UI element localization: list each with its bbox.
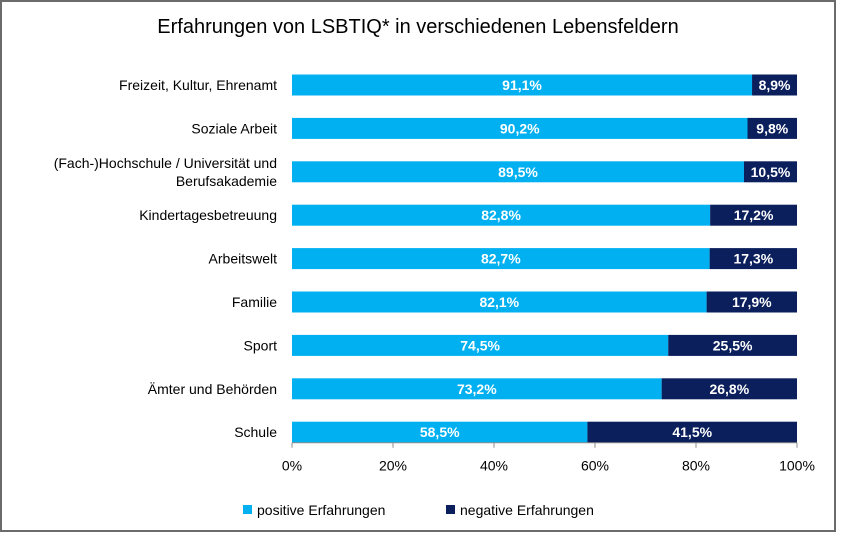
category-label: Familie — [232, 294, 277, 310]
bar-negative — [661, 378, 797, 400]
legend-label-positive: positive Erfahrungen — [257, 502, 385, 518]
bar-positive — [292, 74, 753, 96]
category-labels: Freizeit, Kultur, Ehrenamt Soziale Arbeit… — [54, 77, 278, 440]
bar-positive — [292, 421, 588, 443]
bar-positive — [292, 334, 669, 356]
bar-negative — [668, 334, 797, 356]
data-label-positive: 82,7% — [481, 251, 521, 267]
bar-negative — [706, 291, 797, 313]
chart-title: Erfahrungen von LSBTIQ* in verschiedenen… — [157, 16, 678, 38]
x-tick-label: 0% — [282, 458, 302, 474]
data-label-positive: 58,5% — [420, 424, 460, 440]
category-label: Freizeit, Kultur, Ehrenamt — [119, 77, 277, 93]
category-label: Berufsakademie — [176, 173, 277, 189]
data-label-negative: 17,3% — [733, 251, 773, 267]
data-label-negative: 8,9% — [759, 77, 791, 93]
bar-negative — [743, 161, 797, 183]
category-label: Kindertagesbetreuung — [139, 207, 277, 223]
x-tick-label: 100% — [779, 458, 815, 474]
data-label-positive: 89,5% — [498, 164, 538, 180]
data-label-positive: 73,2% — [457, 381, 497, 397]
bar-negative — [587, 421, 797, 443]
x-tick-label: 20% — [379, 458, 407, 474]
category-label: Soziale Arbeit — [191, 120, 277, 136]
data-label-negative: 17,9% — [732, 294, 772, 310]
category-label: Ämter und Behörden — [148, 381, 277, 397]
data-label-negative: 10,5% — [751, 164, 791, 180]
bar-negative — [710, 204, 797, 226]
bar-positive — [292, 117, 748, 139]
data-label-negative: 17,2% — [734, 207, 774, 223]
bar-negative — [709, 248, 797, 270]
data-label-positive: 82,8% — [481, 207, 521, 223]
data-label-positive: 90,2% — [500, 120, 540, 136]
legend-label-negative: negative Erfahrungen — [460, 502, 594, 518]
bar-labels: 91,1% 8,9% 90,2% 9,8% 89,5% 10,5% 82,8% 17,2% 82… — [420, 77, 791, 440]
bar-negative — [747, 117, 797, 139]
category-label: Arbeitswelt — [209, 251, 278, 267]
data-label-negative: 9,8% — [756, 120, 788, 136]
legend-swatch-negative — [446, 505, 455, 514]
data-label-negative: 41,5% — [672, 424, 712, 440]
data-label-negative: 25,5% — [713, 337, 753, 353]
category-label: Schule — [234, 424, 277, 440]
x-tick-label: 40% — [480, 458, 508, 474]
bar-negative — [752, 74, 797, 96]
data-label-positive: 82,1% — [479, 294, 519, 310]
bar-positive — [292, 378, 662, 400]
x-tick-label: 80% — [682, 458, 710, 474]
bar-positive — [292, 291, 707, 313]
legend: positive Erfahrungen negative Erfahrungen — [243, 502, 594, 518]
bar-positive — [292, 204, 711, 226]
data-label-positive: 91,1% — [502, 77, 542, 93]
x-tick-label: 60% — [581, 458, 609, 474]
bar-positive — [292, 161, 744, 183]
category-label: Sport — [244, 337, 278, 353]
bars — [292, 74, 797, 443]
bar-positive — [292, 248, 710, 270]
x-axis: 0% 20% 40% 60% 80% 100% — [282, 442, 815, 474]
data-label-negative: 26,8% — [709, 381, 749, 397]
data-label-positive: 74,5% — [460, 337, 500, 353]
legend-swatch-positive — [243, 505, 252, 514]
category-label: (Fach-)Hochschule / Universität und — [54, 155, 277, 171]
